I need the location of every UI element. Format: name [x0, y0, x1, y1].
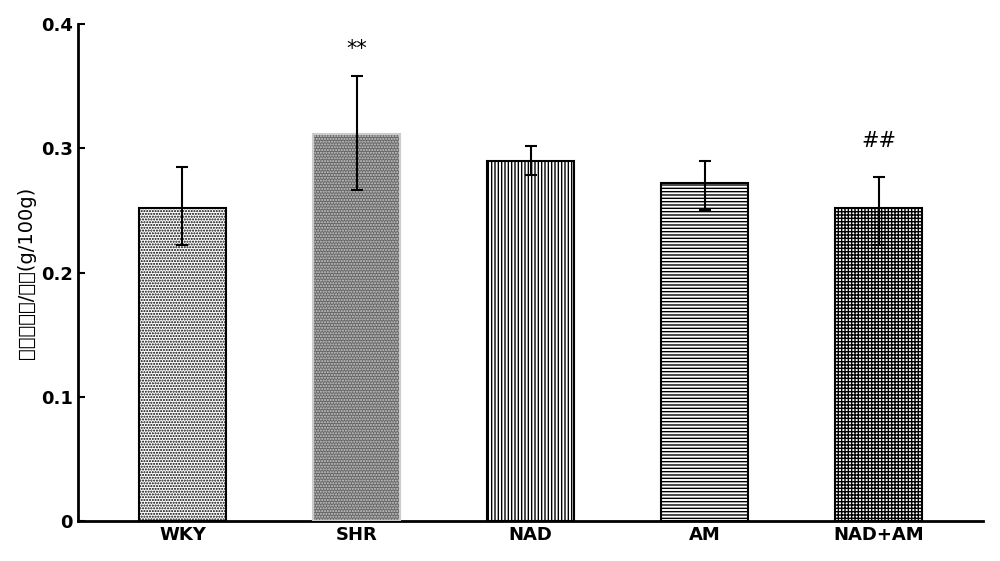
Y-axis label: 左心室重量/体重(g/100g): 左心室重量/体重(g/100g) — [17, 186, 36, 358]
Bar — [139, 208, 226, 522]
Bar — [661, 183, 748, 522]
Text: ##: ## — [861, 131, 896, 150]
Bar — [835, 208, 922, 522]
Text: **: ** — [346, 39, 367, 58]
Bar — [487, 160, 574, 522]
Bar — [313, 135, 400, 522]
